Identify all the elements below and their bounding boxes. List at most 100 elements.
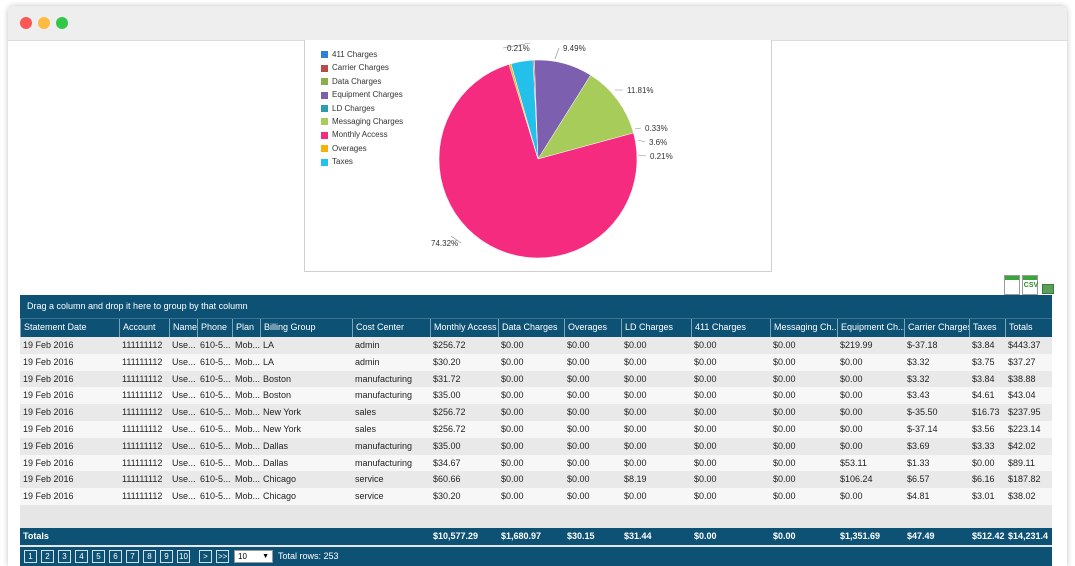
close-window-button[interactable]	[20, 17, 32, 29]
last-page-button[interactable]: >>	[216, 550, 230, 563]
maximize-window-button[interactable]	[56, 17, 68, 29]
minimize-window-button[interactable]	[38, 17, 50, 29]
page-button[interactable]: 2	[41, 550, 54, 563]
table-row[interactable]: 19 Feb 2016 111111112 Use... 610-5... Mob...…	[20, 437, 1052, 455]
table-cell: $8.19	[624, 474, 647, 485]
column-header[interactable]: LD Charges	[621, 319, 691, 337]
table-row[interactable]: 19 Feb 2016 111111112 Use... 610-5... Mob...…	[20, 387, 1052, 405]
legend-swatch	[321, 145, 328, 153]
column-header[interactable]: 411 Charges	[691, 319, 770, 337]
table-cell: 111111112	[122, 390, 163, 401]
legend-label: Equipment Charges	[332, 90, 403, 100]
legend-item[interactable]: Equipment Charges	[321, 88, 403, 101]
table-cell: $-37.18	[907, 340, 938, 350]
legend-item[interactable]: Taxes	[321, 155, 403, 168]
pie-slice-taxes[interactable]	[510, 59, 539, 160]
table-cell: $38.88	[1008, 373, 1036, 384]
totals-cell: $14,231.4...	[1008, 531, 1048, 541]
table-row[interactable]: 19 Feb 2016 111111112 Use... 610-5... Mob...…	[20, 370, 1052, 388]
table-cell: 19 Feb 2016	[23, 491, 74, 502]
next-page-button[interactable]: >	[199, 550, 212, 563]
table-cell: 111111112	[122, 457, 163, 468]
column-header[interactable]: Totals	[1005, 319, 1048, 337]
page-button[interactable]: 3	[58, 550, 71, 563]
table-row[interactable]: 19 Feb 2016 111111112 Use... 610-5... Mob...…	[20, 488, 1052, 505]
column-header[interactable]: Data Charges	[498, 319, 564, 337]
data-grid: Drag a column and drop it here to group …	[20, 295, 1052, 566]
table-row[interactable]: 19 Feb 2016 111111112 Use... 610-5... Mob...…	[20, 471, 1052, 489]
slice-label: 9.49%	[563, 44, 586, 53]
column-header[interactable]: Cost Center	[352, 319, 430, 337]
table-cell: $0.00	[624, 356, 647, 367]
table-cell: 19 Feb 2016	[23, 474, 74, 485]
legend-item[interactable]: Messaging Charges	[321, 115, 403, 128]
table-cell: $0.00	[567, 356, 590, 367]
table-row[interactable]: 19 Feb 2016 111111112 Use... 610-5... Mob...…	[20, 353, 1052, 371]
table-cell: $53.11	[840, 457, 867, 468]
page-button[interactable]: 5	[92, 550, 105, 563]
column-header[interactable]: Messaging Ch...	[770, 319, 837, 337]
group-by-drop-zone[interactable]: Drag a column and drop it here to group …	[20, 295, 1052, 318]
table-row[interactable]: 19 Feb 2016 111111112 Use... 610-5... Mob...…	[20, 337, 1052, 354]
column-header[interactable]: Phone	[197, 319, 232, 337]
table-cell: Mob...	[235, 423, 260, 434]
page-button[interactable]: 8	[143, 550, 156, 563]
table-cell: $30.20	[433, 356, 461, 367]
table-cell: $0.00	[773, 474, 796, 485]
legend-item[interactable]: Data Charges	[321, 75, 403, 88]
page-size-select[interactable]: 10 ▼	[234, 550, 273, 563]
page-button[interactable]: 4	[75, 550, 88, 563]
table-cell: $4.81	[907, 491, 930, 502]
table-cell: $1.33	[907, 457, 930, 468]
legend-item[interactable]: Monthly Access	[321, 128, 403, 141]
table-cell: 610-5...	[200, 457, 231, 468]
table-cell: $3.84	[972, 340, 995, 350]
legend-item[interactable]: 411 Charges	[321, 48, 403, 61]
table-row[interactable]: 19 Feb 2016 111111112 Use... 610-5... Mob...…	[20, 404, 1052, 421]
column-header[interactable]: Plan	[232, 319, 260, 337]
column-header[interactable]: Statement Date	[20, 319, 119, 337]
legend-item[interactable]: Carrier Charges	[321, 61, 403, 74]
table-cell: Mob...	[235, 440, 260, 451]
table-cell: 111111112	[122, 373, 163, 384]
column-header[interactable]: Account	[119, 319, 169, 337]
chart-legend: 411 Charges Carrier Charges Data Charges Eq…	[321, 48, 403, 169]
column-header[interactable]: Overages	[564, 319, 621, 337]
table-cell: 610-5...	[200, 423, 231, 434]
column-header[interactable]: Carrier Charges	[904, 319, 969, 337]
page-button[interactable]: 9	[160, 550, 173, 563]
table-cell: Dallas	[263, 457, 289, 468]
table-cell: admin	[355, 356, 380, 367]
table-cell: 19 Feb 2016	[23, 356, 74, 367]
totals-cell: $512.42	[972, 531, 1005, 541]
table-cell: $43.04	[1008, 390, 1036, 401]
column-header[interactable]: Name	[169, 319, 197, 337]
legend-item[interactable]: Overages	[321, 142, 403, 155]
column-header[interactable]: Monthly Access	[430, 319, 498, 337]
page-button[interactable]: 10	[177, 550, 190, 563]
table-cell: $0.00	[501, 491, 524, 502]
column-header[interactable]: Billing Group	[260, 319, 352, 337]
page-button[interactable]: 6	[109, 550, 122, 563]
table-cell: manufacturing	[355, 440, 413, 451]
table-cell: $0.00	[501, 390, 524, 401]
page-button[interactable]: 7	[126, 550, 139, 563]
table-cell: $3.56	[972, 423, 995, 434]
pie-slice-messaging-charges[interactable]	[537, 74, 634, 160]
slice-leader-line	[502, 42, 531, 49]
pie-slice-monthly-access[interactable]	[438, 64, 638, 259]
table-cell: 19 Feb 2016	[23, 423, 74, 434]
column-header[interactable]: Taxes	[969, 319, 1005, 337]
table-cell: 19 Feb 2016	[23, 440, 74, 451]
table-row[interactable]: 19 Feb 2016 111111112 Use... 610-5... Mob...…	[20, 454, 1052, 472]
table-cell: $0.00	[501, 340, 524, 350]
table-cell: $16.73	[972, 407, 1000, 418]
table-cell: admin	[355, 340, 380, 350]
page-button[interactable]: 1	[24, 550, 37, 563]
table-row[interactable]: 19 Feb 2016 111111112 Use... 610-5... Mob...…	[20, 420, 1052, 438]
legend-item[interactable]: LD Charges	[321, 102, 403, 115]
legend-label: 411 Charges	[332, 50, 378, 59]
slice-label: 0.21%	[650, 152, 673, 161]
column-header[interactable]: Equipment Ch...	[837, 319, 904, 337]
export-action-icon[interactable]	[1042, 284, 1054, 294]
